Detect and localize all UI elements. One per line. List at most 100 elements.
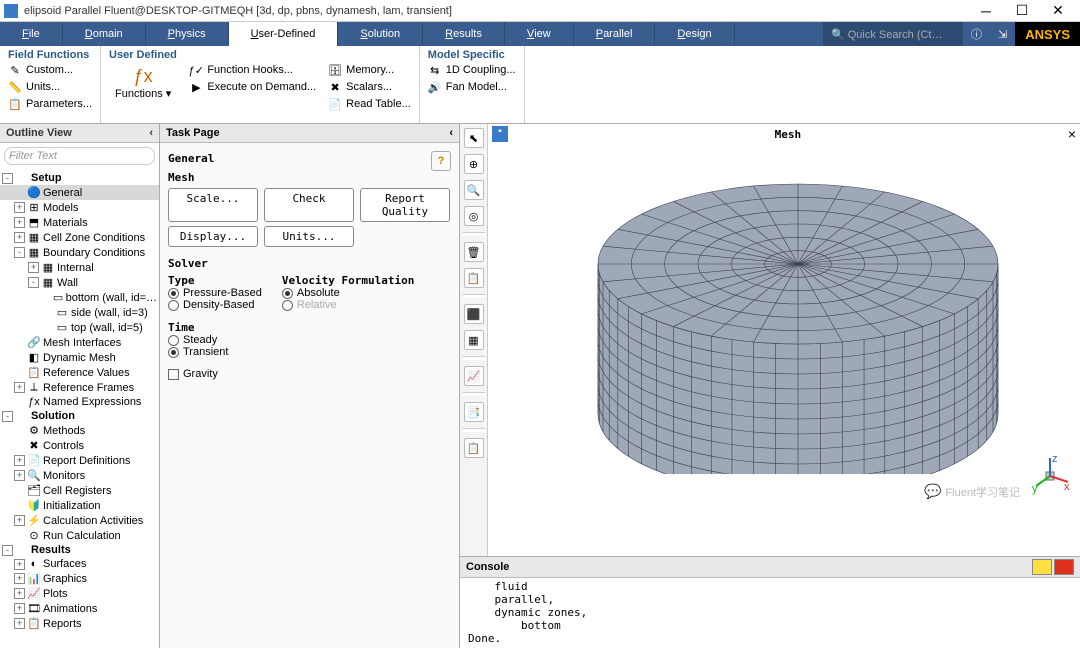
- expand-icon[interactable]: +: [14, 515, 25, 526]
- tree-plots[interactable]: +📈Plots: [0, 586, 159, 601]
- tree-solution[interactable]: -Solution: [0, 409, 159, 423]
- menu-parallel[interactable]: Parallel: [574, 22, 656, 46]
- ribbon-memory-[interactable]: 🗄Memory...: [326, 62, 413, 78]
- tree-results[interactable]: -Results: [0, 543, 159, 557]
- menu-user-defined[interactable]: User-Defined: [229, 22, 339, 46]
- tree-cell-zone-conditions[interactable]: +▦Cell Zone Conditions: [0, 230, 159, 245]
- ribbon-execute-on-demand-[interactable]: ▶Execute on Demand...: [187, 79, 318, 95]
- button-check[interactable]: Check: [264, 188, 354, 222]
- menu-results[interactable]: Results: [423, 22, 505, 46]
- expand-icon[interactable]: +: [28, 262, 39, 273]
- minimize-button[interactable]: ─: [968, 3, 1004, 19]
- viewport-tool-icon[interactable]: 🔍: [464, 180, 484, 200]
- tree-calculation-activities[interactable]: +⚡Calculation Activities: [0, 513, 159, 528]
- radio-density-based[interactable]: Density-Based: [168, 299, 262, 311]
- expand-icon[interactable]: +: [14, 382, 25, 393]
- help-icon[interactable]: ⓘ: [963, 22, 990, 46]
- filter-input[interactable]: Filter Text: [4, 147, 155, 165]
- tree-reference-values[interactable]: 📋Reference Values: [0, 365, 159, 380]
- viewport-tool-icon[interactable]: 📑: [464, 402, 484, 422]
- button-report-quality[interactable]: Report Quality: [360, 188, 450, 222]
- close-button[interactable]: ✕: [1040, 2, 1076, 19]
- ribbon-fan-model-[interactable]: 🔊Fan Model...: [426, 79, 518, 95]
- tree-reports[interactable]: +📋Reports: [0, 616, 159, 631]
- menu-solution[interactable]: Solution: [338, 22, 423, 46]
- axis-triad-icon[interactable]: x y z: [1030, 456, 1070, 496]
- button-display-[interactable]: Display...: [168, 226, 258, 247]
- viewport-tool-icon[interactable]: 📈: [464, 366, 484, 386]
- tree-controls[interactable]: ✖Controls: [0, 438, 159, 453]
- expand-icon[interactable]: +: [14, 217, 25, 228]
- maximize-button[interactable]: ☐: [1004, 2, 1040, 19]
- viewport-tool-icon[interactable]: 📋: [464, 438, 484, 458]
- tree-graphics[interactable]: +📊Graphics: [0, 571, 159, 586]
- tree-reference-frames[interactable]: +⟂Reference Frames: [0, 380, 159, 395]
- tree-methods[interactable]: ⚙Methods: [0, 423, 159, 438]
- radio-transient[interactable]: Transient: [168, 346, 451, 358]
- viewport-tool-icon[interactable]: 🗑: [464, 242, 484, 262]
- tree-wall[interactable]: -▦Wall: [0, 275, 159, 290]
- button-scale-[interactable]: Scale...: [168, 188, 258, 222]
- tree-dynamic-mesh[interactable]: ◧Dynamic Mesh: [0, 350, 159, 365]
- menu-view[interactable]: View: [505, 22, 574, 46]
- task-page-collapse-icon[interactable]: ‹: [449, 127, 453, 139]
- viewport-tool-icon[interactable]: ⊕: [464, 154, 484, 174]
- tree-monitors[interactable]: +🔍Monitors: [0, 468, 159, 483]
- radio-pressure-based[interactable]: Pressure-Based: [168, 287, 262, 299]
- outline-collapse-icon[interactable]: ‹: [149, 127, 153, 139]
- radio-steady[interactable]: Steady: [168, 334, 451, 346]
- expand-icon[interactable]: +: [14, 202, 25, 213]
- ribbon-function-hooks-[interactable]: ƒ✓Function Hooks...: [187, 62, 318, 78]
- viewport-tool-icon[interactable]: ⬛: [464, 304, 484, 324]
- settings-icon[interactable]: ⇲: [990, 22, 1015, 46]
- expand-icon[interactable]: -: [2, 173, 13, 184]
- tree-side-wall-id-3-[interactable]: ▭side (wall, id=3): [0, 305, 159, 320]
- menu-design[interactable]: Design: [655, 22, 734, 46]
- button-units-[interactable]: Units...: [264, 226, 354, 247]
- ribbon-functions-[interactable]: ƒxFunctions ▾: [107, 62, 179, 104]
- viewport-tool-icon[interactable]: ⬉: [464, 128, 484, 148]
- mesh-canvas[interactable]: ▪ Mesh × x y z 💬 Fluent学习笔记: [488, 124, 1080, 556]
- expand-icon[interactable]: -: [2, 411, 13, 422]
- tree-animations[interactable]: +🎞Animations: [0, 601, 159, 616]
- expand-icon[interactable]: -: [28, 277, 39, 288]
- menu-physics[interactable]: Physics: [146, 22, 229, 46]
- expand-icon[interactable]: -: [2, 545, 13, 556]
- ribbon-read-table-[interactable]: 📄Read Table...: [326, 96, 413, 112]
- quick-search-input[interactable]: 🔍 Quick Search (Ct…: [823, 22, 963, 46]
- canvas-close-icon[interactable]: ×: [1068, 126, 1076, 142]
- tree-named-expressions[interactable]: ƒxNamed Expressions: [0, 395, 159, 409]
- expand-icon[interactable]: +: [14, 559, 25, 570]
- console-btn-1[interactable]: [1032, 559, 1052, 575]
- viewport-tool-icon[interactable]: ▦: [464, 330, 484, 350]
- tree-models[interactable]: +⊞Models: [0, 200, 159, 215]
- tree-general[interactable]: 🔵General: [0, 185, 159, 200]
- ribbon-parameters-[interactable]: 📋Parameters...: [6, 96, 94, 112]
- expand-icon[interactable]: +: [14, 455, 25, 466]
- tree-run-calculation[interactable]: ⊙Run Calculation: [0, 528, 159, 543]
- expand-icon[interactable]: +: [14, 573, 25, 584]
- menu-domain[interactable]: Domain: [63, 22, 146, 46]
- viewport-tool-icon[interactable]: ◎: [464, 206, 484, 226]
- tree-internal[interactable]: +▦Internal: [0, 260, 159, 275]
- tree-bottom-wall-id-[interactable]: ▭bottom (wall, id=…: [0, 290, 159, 305]
- expand-icon[interactable]: +: [14, 618, 25, 629]
- viewport-tool-icon[interactable]: 📋: [464, 268, 484, 288]
- tree-boundary-conditions[interactable]: -▦Boundary Conditions: [0, 245, 159, 260]
- tree-mesh-interfaces[interactable]: 🔗Mesh Interfaces: [0, 335, 159, 350]
- tree-setup[interactable]: -Setup: [0, 171, 159, 185]
- ribbon-1d-coupling-[interactable]: ⇆1D Coupling...: [426, 62, 518, 78]
- expand-icon[interactable]: +: [14, 588, 25, 599]
- tree-cell-registers[interactable]: 🗂Cell Registers: [0, 483, 159, 498]
- console-btn-2[interactable]: [1054, 559, 1074, 575]
- tree-top-wall-id-5-[interactable]: ▭top (wall, id=5): [0, 320, 159, 335]
- ribbon-scalars-[interactable]: ✖Scalars...: [326, 79, 413, 95]
- expand-icon[interactable]: +: [14, 470, 25, 481]
- help-button[interactable]: ?: [431, 151, 451, 171]
- tree-report-definitions[interactable]: +📄Report Definitions: [0, 453, 159, 468]
- ribbon-custom-[interactable]: ✎Custom...: [6, 62, 94, 78]
- tree-surfaces[interactable]: +◐Surfaces: [0, 557, 159, 571]
- tree-initialization[interactable]: 🔰Initialization: [0, 498, 159, 513]
- expand-icon[interactable]: -: [14, 247, 25, 258]
- ribbon-units-[interactable]: 📏Units...: [6, 79, 94, 95]
